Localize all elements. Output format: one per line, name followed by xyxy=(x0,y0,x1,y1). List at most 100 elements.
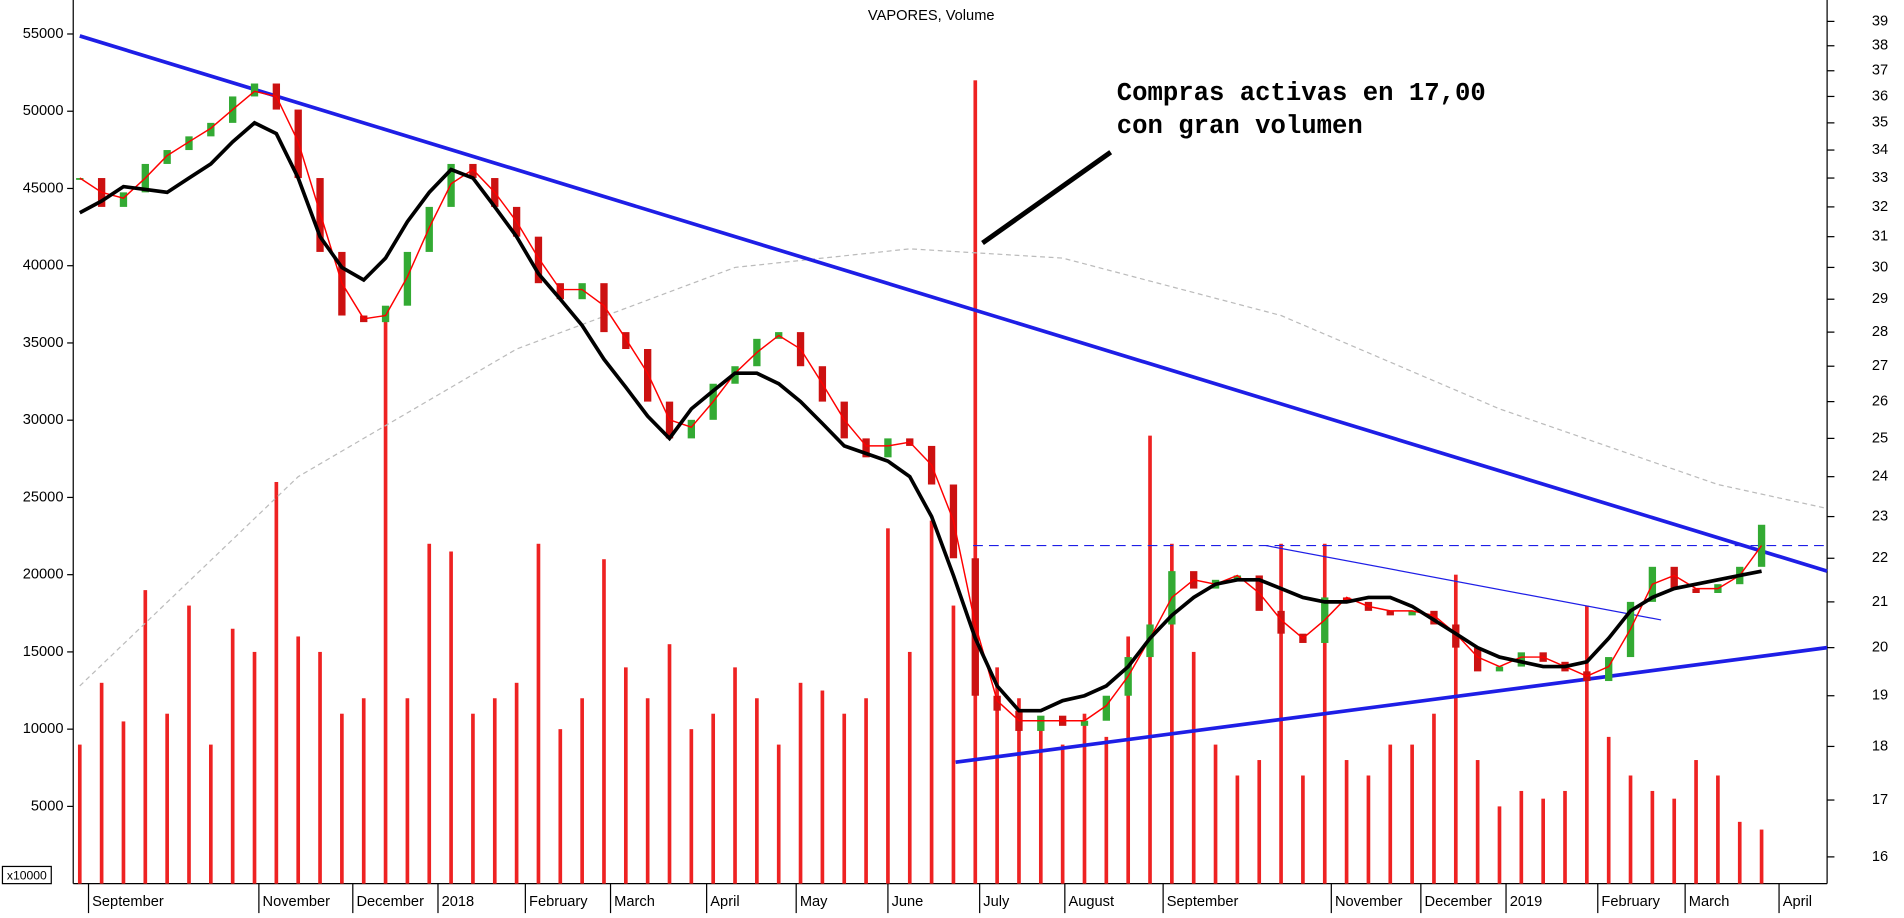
volume-bar xyxy=(1060,744,1065,884)
candle xyxy=(469,163,477,179)
y2-tick-label: 28 xyxy=(1872,324,1888,340)
volume-bar xyxy=(99,682,104,884)
volume-bar xyxy=(886,528,890,884)
x-tick-label: February xyxy=(1601,894,1660,910)
x-tick-label: April xyxy=(710,894,739,910)
candle xyxy=(207,122,215,137)
volume-bar xyxy=(602,559,606,884)
volume-bar xyxy=(1628,775,1633,884)
x-tick-label: March xyxy=(1689,894,1730,910)
volume-bar xyxy=(1519,790,1524,884)
volume-bar xyxy=(558,729,563,884)
y-tick-label: 25000 xyxy=(23,489,64,505)
volume-bar xyxy=(187,605,191,884)
volume-bar xyxy=(1366,775,1371,884)
volume-bar xyxy=(1148,435,1152,884)
candle xyxy=(1670,566,1678,589)
candle xyxy=(1277,610,1285,634)
x-tick-label: 2018 xyxy=(442,894,475,910)
trend-line xyxy=(955,645,1828,765)
volume-bar xyxy=(209,744,213,884)
volume-bar xyxy=(1541,798,1545,884)
y2-tick-label: 21 xyxy=(1872,594,1888,610)
volume-bar xyxy=(1126,636,1131,884)
candle xyxy=(119,192,128,207)
y2-tick-label: 19 xyxy=(1872,688,1888,704)
volume-bar xyxy=(1410,744,1414,884)
candle xyxy=(76,178,84,180)
y-tick-label: 55000 xyxy=(23,26,64,42)
y-tick-label: 30000 xyxy=(23,412,64,428)
volume-unit: x10000 xyxy=(7,868,47,882)
volume-bar xyxy=(427,543,432,884)
chart-title: VAPORES, Volume xyxy=(868,8,995,24)
volume-bar xyxy=(1082,713,1087,884)
x-tick-label: August xyxy=(1068,894,1114,910)
volume-bar xyxy=(230,628,235,884)
x-tick-label: November xyxy=(263,894,331,910)
volume-bar xyxy=(471,713,475,884)
volume-bar xyxy=(951,605,956,884)
volume-bar xyxy=(1017,698,1021,884)
annotation-text: Compras activas en 17,00 xyxy=(1117,79,1486,108)
x-tick-label: December xyxy=(356,894,424,910)
volume-bar xyxy=(1432,713,1436,884)
trend-line xyxy=(79,248,1828,687)
y2-tick-label: 30 xyxy=(1872,259,1888,275)
volume-bar xyxy=(536,543,541,884)
volume-bar xyxy=(1672,798,1677,884)
candle xyxy=(403,251,412,306)
volume-bar xyxy=(1301,775,1305,884)
y2-tick-label: 34 xyxy=(1872,142,1888,158)
y2-tick-label: 31 xyxy=(1872,229,1888,245)
candle xyxy=(534,236,543,284)
candle xyxy=(1605,657,1613,682)
x-tick-label: September xyxy=(92,894,164,910)
y2-tick-label: 18 xyxy=(1872,738,1888,754)
volume-bar xyxy=(755,698,759,884)
volume-bar xyxy=(121,721,126,884)
volume-bar xyxy=(1650,790,1655,884)
trend-line xyxy=(1265,544,1662,621)
y2-tick-label: 25 xyxy=(1872,430,1888,446)
candle xyxy=(1037,715,1045,731)
y-tick-label: 40000 xyxy=(23,258,64,274)
candle xyxy=(1452,624,1460,648)
volume-bar xyxy=(995,667,999,884)
volume-bar xyxy=(798,682,803,884)
y-tick-label: 10000 xyxy=(23,721,64,737)
y-tick-label: 50000 xyxy=(23,103,64,119)
y2-tick-label: 35 xyxy=(1872,115,1888,131)
candle xyxy=(1473,647,1482,672)
volume-bar xyxy=(820,690,825,884)
volume-bar xyxy=(1257,760,1262,884)
y-tick-label: 15000 xyxy=(23,644,64,660)
volume-bar xyxy=(1585,605,1589,884)
candle xyxy=(884,438,892,458)
x-tick-label: April xyxy=(1783,894,1812,910)
y-tick-label: 20000 xyxy=(23,567,64,583)
y-tick-label: 5000 xyxy=(31,798,64,814)
volume-bar xyxy=(733,667,737,884)
candle xyxy=(622,332,630,350)
annotation-pointer xyxy=(981,150,1113,246)
candle xyxy=(185,136,193,151)
candle xyxy=(993,695,1001,711)
y2-tick-label: 29 xyxy=(1872,291,1888,307)
candle xyxy=(381,305,390,323)
volume-bar xyxy=(318,651,322,884)
volume-bar xyxy=(361,698,366,884)
candle xyxy=(600,283,608,333)
volume-bar xyxy=(143,590,148,884)
y2-tick-label: 26 xyxy=(1872,393,1888,409)
volume-bar xyxy=(514,682,519,884)
candle xyxy=(1430,610,1438,625)
candle xyxy=(1342,597,1351,602)
candle xyxy=(1386,610,1394,616)
volume-bar xyxy=(1453,574,1458,884)
y2-tick-label: 39 xyxy=(1872,13,1888,29)
volume-bar xyxy=(1388,744,1393,884)
candle xyxy=(862,438,870,458)
candle xyxy=(578,283,586,300)
x-tick-label: February xyxy=(529,894,588,910)
